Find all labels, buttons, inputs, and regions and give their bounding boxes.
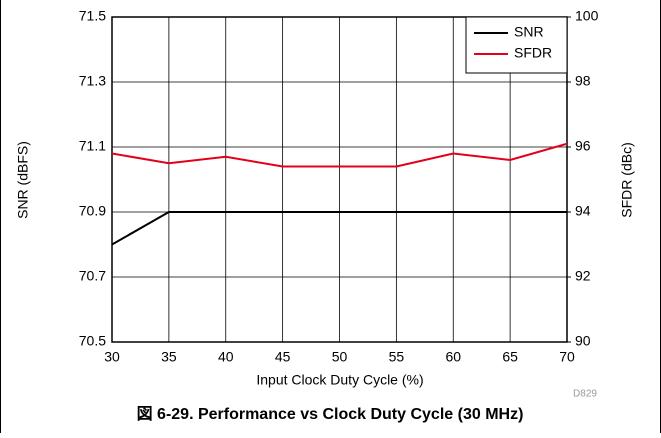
y-tick-label: 70.7 [79, 268, 106, 284]
x-tick-label: 35 [161, 349, 177, 365]
x-tick-label: 50 [332, 349, 348, 365]
x-tick-label: 70 [559, 349, 575, 365]
x-tick-label: 65 [502, 349, 518, 365]
y-tick-label: 71.5 [79, 8, 106, 24]
legend-label: SNR [514, 24, 544, 40]
y2-tick-label: 90 [575, 333, 591, 349]
x-tick-label: 40 [218, 349, 234, 365]
y-axis-label: SNR (dBFS) [15, 141, 31, 219]
x-tick-label: 60 [445, 349, 461, 365]
note: D829 [573, 389, 597, 400]
y2-tick-label: 94 [575, 203, 591, 219]
legend-label: SFDR [514, 45, 552, 61]
y2-tick-label: 96 [575, 138, 591, 154]
x-axis-label: Input Clock Duty Cycle (%) [256, 372, 423, 388]
x-tick-label: 30 [104, 349, 120, 365]
legend-box [465, 16, 568, 74]
plot-border [111, 16, 568, 343]
y-tick-label: 71.1 [79, 138, 106, 154]
x-tick-label: 55 [389, 349, 405, 365]
caption: 図 6-29. Performance vs Clock Duty Cycle … [137, 405, 524, 423]
x-tick-label: 45 [275, 349, 291, 365]
y2-axis-label: SFDR (dBc) [619, 142, 635, 217]
y-tick-label: 71.3 [79, 73, 106, 89]
y2-tick-label: 100 [575, 8, 599, 24]
line-series [111, 142, 568, 168]
y2-tick-label: 98 [575, 73, 591, 89]
y-tick-label: 70.9 [79, 203, 106, 219]
y-tick-label: 70.5 [79, 333, 106, 349]
line-series [111, 211, 567, 246]
y2-tick-label: 92 [575, 268, 591, 284]
